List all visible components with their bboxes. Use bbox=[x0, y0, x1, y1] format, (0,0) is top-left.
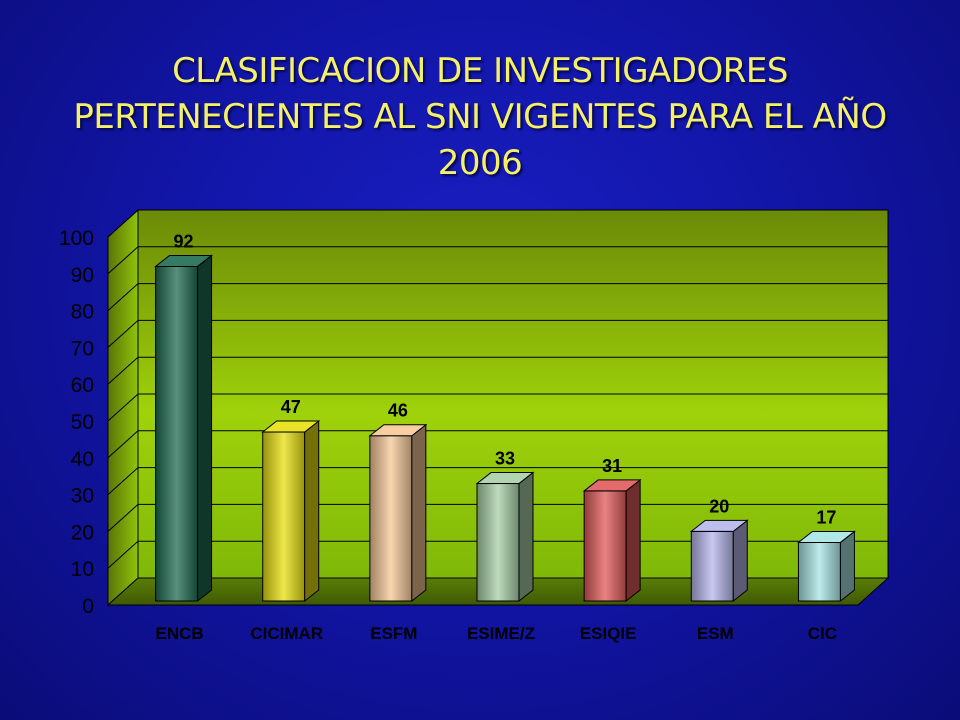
bar-side bbox=[411, 423, 427, 603]
y-tick-label: 0 bbox=[82, 595, 94, 618]
bar-front bbox=[690, 530, 734, 602]
bar-cic bbox=[796, 530, 856, 603]
bar-side bbox=[304, 420, 320, 603]
bar-top bbox=[796, 530, 856, 543]
category-label: CIC bbox=[808, 624, 837, 643]
gridline bbox=[107, 209, 888, 238]
category-label: ENCB bbox=[155, 624, 203, 643]
y-tick-label: 70 bbox=[71, 337, 94, 360]
bar-top bbox=[475, 472, 535, 485]
category-label: ESFM bbox=[370, 624, 417, 643]
bar-side bbox=[839, 530, 855, 603]
category-label: CICIMAR bbox=[250, 624, 323, 643]
bar-front bbox=[262, 431, 306, 602]
data-label: 46 bbox=[388, 401, 408, 421]
bar-side bbox=[518, 471, 534, 603]
y-tick-label: 30 bbox=[71, 485, 94, 508]
bar-esiqie bbox=[582, 478, 642, 603]
bar-side bbox=[625, 478, 641, 603]
gridline bbox=[107, 430, 888, 459]
bar-side bbox=[732, 519, 748, 603]
bar-top bbox=[582, 479, 642, 492]
data-label: 31 bbox=[602, 456, 622, 476]
gridline bbox=[107, 467, 888, 495]
y-tick-label: 100 bbox=[59, 227, 94, 250]
gridline bbox=[107, 246, 888, 275]
bar-front bbox=[155, 265, 199, 602]
bar-front bbox=[369, 435, 413, 602]
labels-layer: 92 ENCB 47 CICIMAR 46 ESFM 33 ESIME/Z 31 ESIQIE 20… bbox=[155, 231, 837, 643]
bar-esfm bbox=[368, 423, 428, 603]
bar-front bbox=[583, 490, 627, 602]
gridline bbox=[107, 283, 888, 311]
gridline bbox=[107, 319, 888, 348]
bar-esm bbox=[689, 519, 749, 603]
bar-front bbox=[797, 541, 841, 602]
y-tick-label: 50 bbox=[71, 411, 94, 434]
bar-front bbox=[476, 483, 520, 602]
y-tick-label: 90 bbox=[71, 264, 94, 287]
bar-side bbox=[197, 254, 213, 603]
bar-top bbox=[261, 420, 321, 433]
bar-top bbox=[154, 254, 214, 267]
bar-top bbox=[689, 519, 749, 532]
gridline bbox=[107, 356, 888, 385]
bars-layer bbox=[154, 254, 856, 603]
bar-encb bbox=[154, 254, 214, 603]
chart-title: CLASIFICACION DE INVESTIGADORES PERTENEC… bbox=[73, 51, 887, 183]
category-label: ESIQIE bbox=[580, 624, 637, 643]
data-label: 17 bbox=[816, 507, 836, 527]
data-label: 33 bbox=[495, 449, 515, 469]
y-tick-label: 40 bbox=[71, 448, 94, 471]
data-label: 92 bbox=[174, 231, 194, 251]
y-tick-label: 60 bbox=[71, 374, 94, 397]
category-label: ESM bbox=[697, 624, 734, 643]
y-tick-label: 20 bbox=[71, 521, 94, 544]
bar-esime-z bbox=[475, 471, 535, 603]
bar-top bbox=[368, 424, 428, 437]
y-tick-label: 10 bbox=[71, 558, 94, 581]
category-label: ESIME/Z bbox=[467, 624, 535, 643]
data-label: 47 bbox=[281, 397, 301, 417]
data-label: 20 bbox=[709, 496, 729, 516]
bar-cicimar bbox=[261, 420, 321, 603]
y-tick-label: 80 bbox=[71, 301, 94, 324]
gridline bbox=[107, 393, 888, 422]
